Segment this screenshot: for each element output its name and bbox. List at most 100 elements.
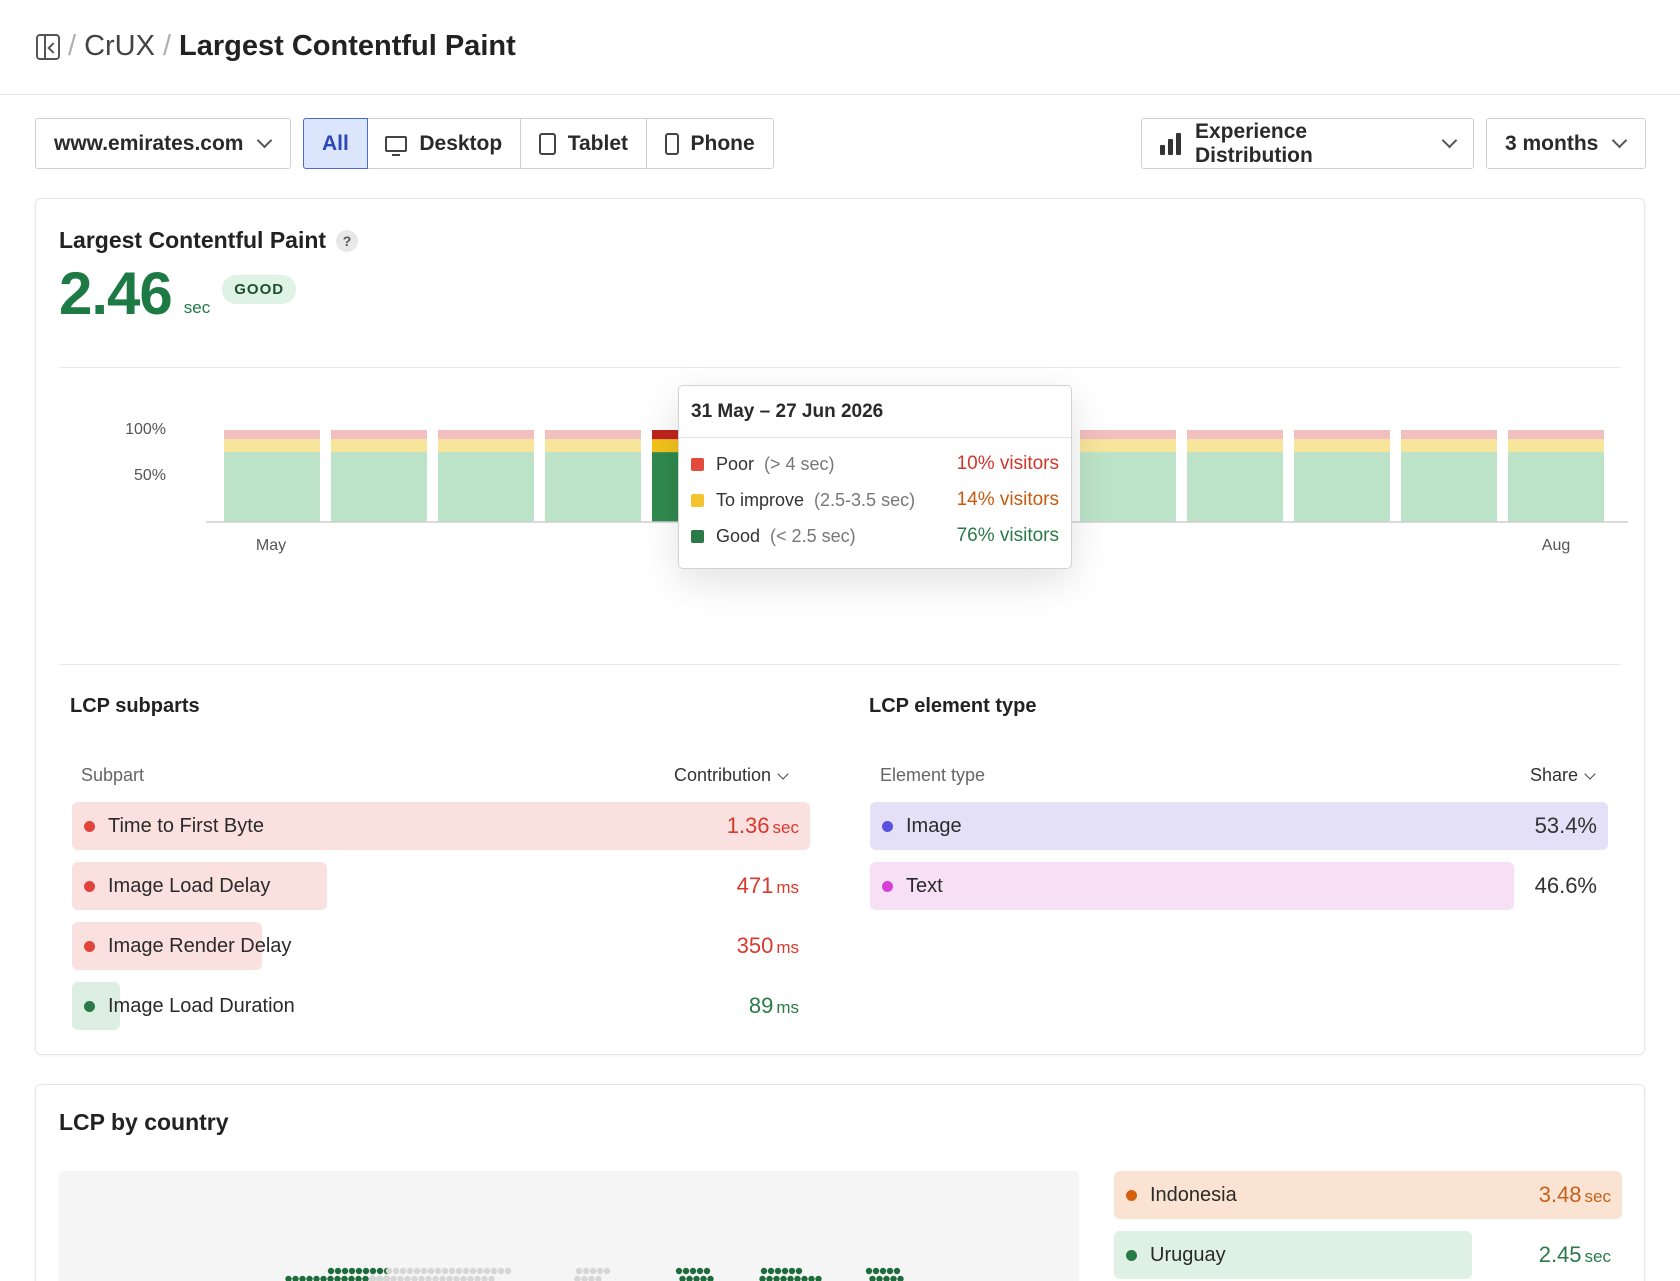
map-dot	[285, 1275, 292, 1281]
map-dot	[588, 1275, 595, 1281]
bar-segment-poor[interactable]	[331, 430, 427, 440]
subpart-row[interactable]: Time to First Byte 1.36 sec	[72, 802, 810, 850]
element-type-row[interactable]: Image 53.4%	[870, 802, 1608, 850]
bar-segment-improve[interactable]	[331, 439, 427, 453]
element-type-col-type: Element type	[880, 765, 986, 785]
bar-segment-improve[interactable]	[224, 439, 320, 453]
bar-segment-poor[interactable]	[1080, 430, 1176, 440]
device-tab-all[interactable]: All	[303, 118, 368, 169]
status-badge: GOOD	[222, 275, 297, 304]
bar-segment-good[interactable]	[331, 452, 427, 522]
bar-segment-good[interactable]	[545, 452, 641, 522]
map-dot	[392, 1267, 400, 1275]
map-dot	[425, 1275, 432, 1281]
bar-segment-good[interactable]	[224, 452, 320, 522]
status-dot-icon	[1126, 1189, 1137, 1201]
bar-segment-improve[interactable]	[438, 439, 534, 453]
bar-segment-good[interactable]	[1294, 452, 1390, 522]
view-select[interactable]: Experience Distribution	[1141, 118, 1474, 169]
bar-segment-poor[interactable]	[1508, 430, 1604, 440]
site-select[interactable]: www.emirates.com	[35, 118, 291, 169]
bar-segment-improve[interactable]	[1508, 439, 1604, 453]
device-tab-phone[interactable]: Phone	[645, 118, 774, 169]
country-row[interactable]: Uruguay 2.45 sec	[1114, 1231, 1622, 1279]
bar-segment-poor[interactable]	[224, 430, 320, 440]
bar-segment-good[interactable]	[438, 452, 534, 522]
chevron-down-icon	[257, 132, 273, 149]
help-icon[interactable]: ?	[336, 229, 359, 252]
map-dot	[341, 1267, 349, 1275]
subpart-row[interactable]: Image Load Duration 89 ms	[72, 982, 810, 1030]
tooltip-value: 76% visitors	[956, 525, 1059, 546]
device-tab-label: Phone	[690, 131, 755, 155]
map-dot	[327, 1267, 335, 1275]
desktop-icon	[385, 135, 408, 156]
bar-segment-poor[interactable]	[1187, 430, 1283, 440]
bar-segment-poor[interactable]	[438, 430, 534, 440]
map-dot	[418, 1275, 425, 1281]
device-tab-desktop[interactable]: Desktop	[366, 118, 522, 169]
device-tab-tablet[interactable]: Tablet	[519, 118, 647, 169]
metric-value: 2.46	[59, 260, 173, 327]
breadcrumb-separator: /	[162, 30, 172, 62]
map-dot	[341, 1275, 348, 1281]
map-dot	[780, 1275, 787, 1281]
range-select[interactable]: 3 months	[1486, 118, 1646, 169]
column-header-label: Contribution	[674, 765, 772, 785]
map-dot	[603, 1267, 611, 1275]
element-type-row[interactable]: Text 46.6%	[870, 862, 1608, 910]
element-type-label: Text	[906, 874, 943, 897]
tooltip-label: To improve	[716, 489, 805, 510]
sidebar-toggle-icon[interactable]	[36, 33, 60, 60]
subpart-row[interactable]: Image Render Delay 350 ms	[72, 922, 810, 970]
bar-segment-improve[interactable]	[545, 439, 641, 453]
bar-segment-improve[interactable]	[1294, 439, 1390, 453]
bar-segment-improve[interactable]	[1080, 439, 1176, 453]
map-dot	[441, 1267, 449, 1275]
breadcrumb-root[interactable]: CrUX	[84, 30, 155, 62]
map-dot	[292, 1275, 299, 1281]
top-bar: / CrUX / Largest Contentful Paint	[0, 0, 1680, 95]
divider	[59, 367, 1621, 368]
map-dot	[369, 1275, 376, 1281]
element-type-sort-share[interactable]: Share	[1530, 765, 1596, 786]
subpart-label: Time to First Byte	[108, 814, 264, 837]
subpart-row[interactable]: Image Load Delay 471 ms	[72, 862, 810, 910]
chevron-down-icon	[1584, 767, 1596, 780]
map-dot	[707, 1275, 714, 1281]
map-dot	[397, 1275, 404, 1281]
map-dot	[682, 1267, 690, 1275]
bar-segment-improve[interactable]	[1187, 439, 1283, 453]
map-dot	[787, 1275, 794, 1281]
legend-swatch	[691, 457, 704, 471]
bar-segment-poor[interactable]	[545, 430, 641, 440]
lcp-card: Largest Contentful Paint ? 2.46 sec GOOD…	[35, 198, 1645, 1055]
map-dot	[488, 1275, 495, 1281]
map-dot	[883, 1275, 890, 1281]
subparts-sort-contribution[interactable]: Contribution	[674, 765, 789, 786]
bar-segment-good[interactable]	[1187, 452, 1283, 522]
map-dot	[700, 1275, 707, 1281]
legend-swatch	[691, 529, 704, 543]
bar-segment-improve[interactable]	[1401, 439, 1497, 453]
metric-title-text: Largest Contentful Paint	[59, 227, 327, 253]
tablet-icon	[538, 132, 556, 155]
chevron-down-icon	[1441, 132, 1458, 149]
bar-segment-poor[interactable]	[1401, 430, 1497, 440]
subparts-col-subpart: Subpart	[81, 765, 145, 785]
metric-unit: sec	[183, 298, 211, 317]
map-dot	[385, 1267, 393, 1275]
view-select-label: Experience Distribution	[1195, 119, 1313, 167]
bar-segment-good[interactable]	[1401, 452, 1497, 522]
bar-segment-good[interactable]	[1508, 452, 1604, 522]
row-share-bar	[1114, 1171, 1622, 1219]
map-dot	[766, 1275, 773, 1281]
bar-segment-good[interactable]	[1080, 452, 1176, 522]
status-dot-icon	[84, 1000, 95, 1012]
bar-segment-poor[interactable]	[1294, 430, 1390, 440]
map-dot	[420, 1267, 428, 1275]
country-row[interactable]: Indonesia 3.48 sec	[1114, 1171, 1622, 1219]
world-map[interactable]	[59, 1171, 1079, 1281]
row-share-bar	[870, 802, 1608, 850]
row-share-bar	[1114, 1231, 1472, 1279]
